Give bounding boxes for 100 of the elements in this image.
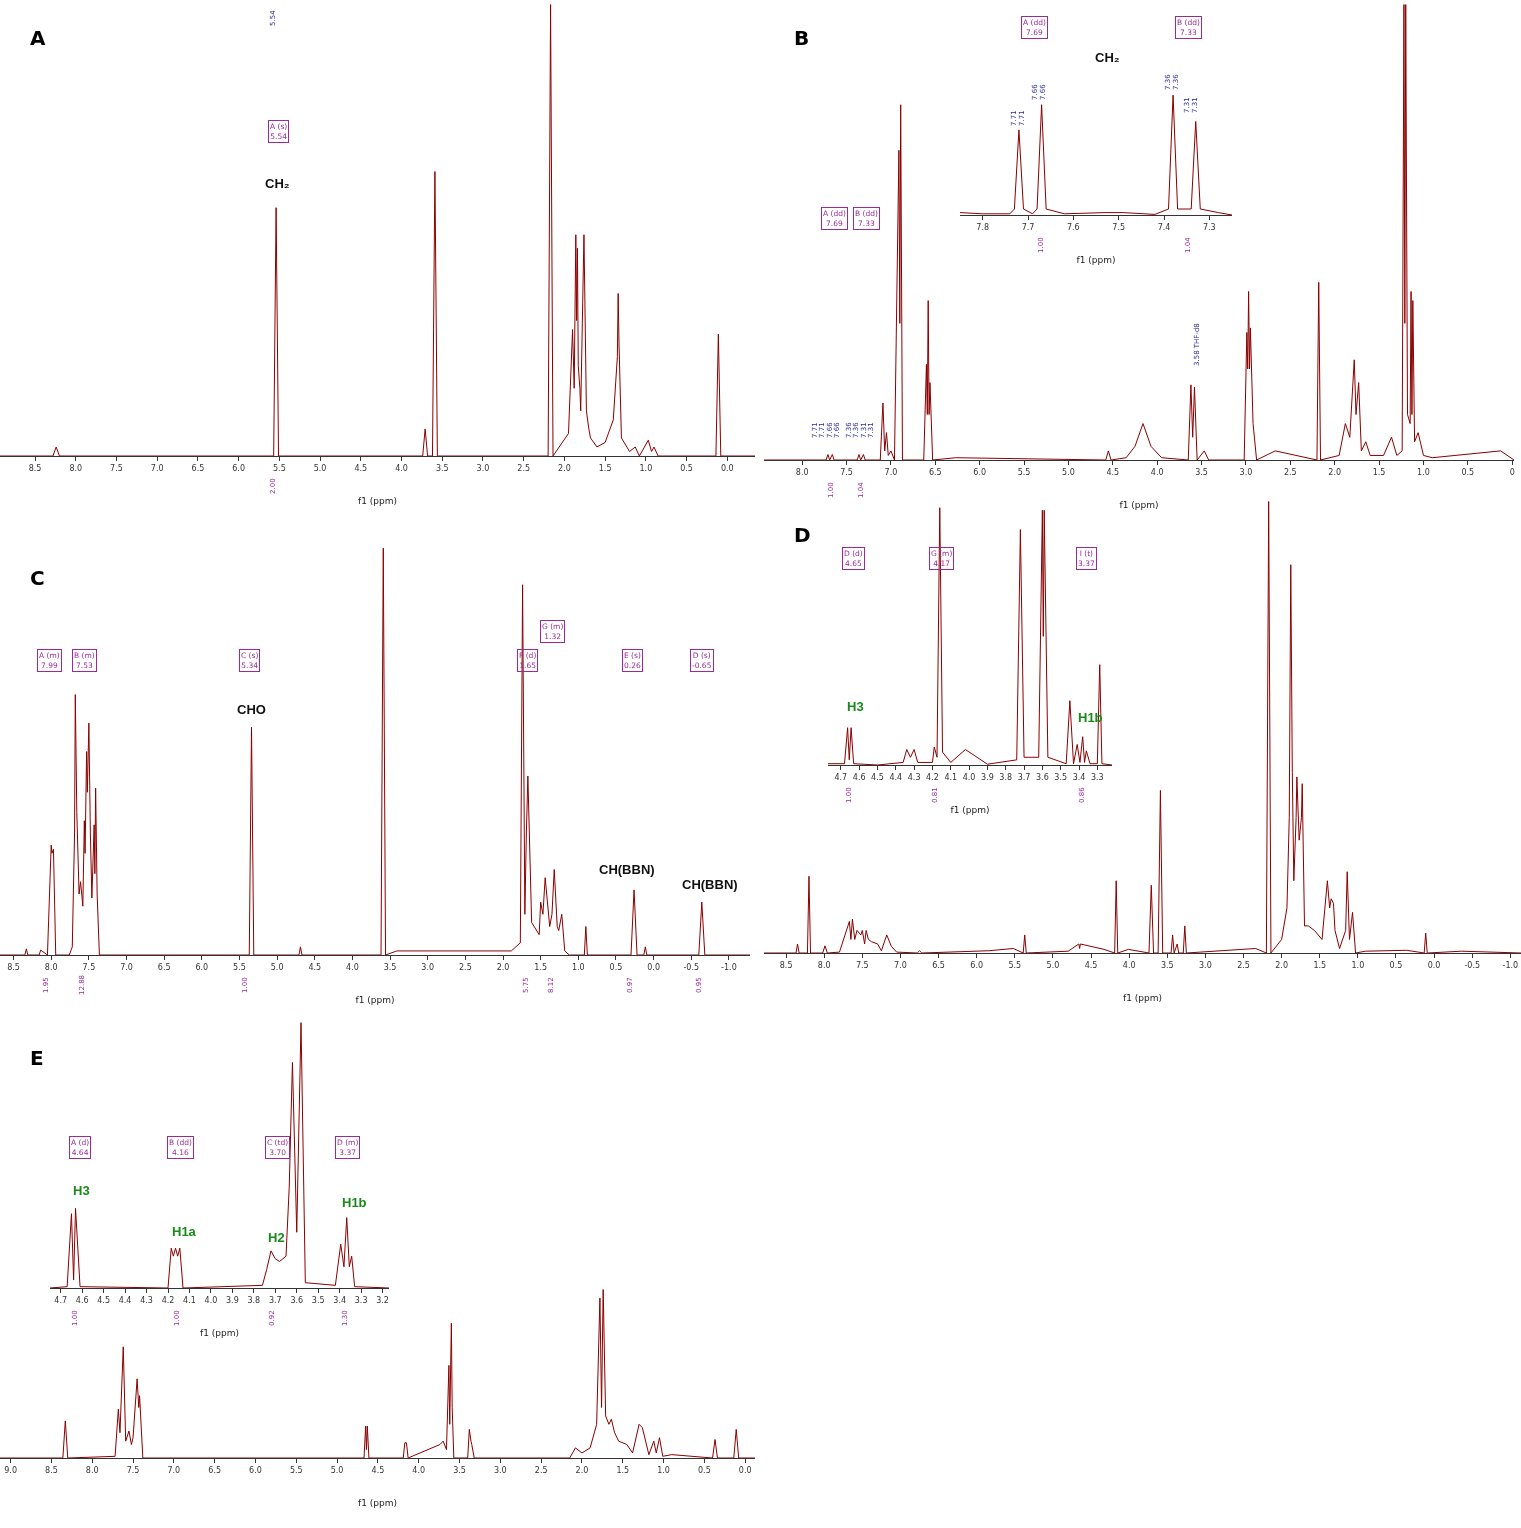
x-axis-title: f1 (ppm): [1123, 993, 1162, 1004]
x-tick-label: 4.0: [412, 1465, 426, 1475]
x-tick-label: 4.5: [1106, 467, 1120, 477]
x-tick-label: 3.7: [268, 1295, 282, 1305]
x-tick-label: 5.5: [289, 1465, 303, 1475]
x-tick-label: 7.3: [1202, 222, 1216, 232]
x-tick-label: 5.5: [233, 962, 246, 972]
x-tick-label: 7.4: [1157, 222, 1171, 232]
x-tick-label: 6.0: [973, 467, 987, 477]
x-tick-label: 5.0: [330, 1465, 344, 1475]
x-tick-label: 6.5: [191, 463, 205, 473]
x-tick-label: 1.0: [639, 463, 653, 473]
annotation: CH(BBN): [682, 877, 738, 892]
x-tick-label: 7.0: [894, 960, 907, 970]
x-tick-label: 3.8: [247, 1295, 261, 1305]
x-tick-label: 5.0: [270, 962, 284, 972]
annotation: H1a: [172, 1224, 197, 1239]
x-tick-label: 9.0: [4, 1465, 17, 1475]
x-tick-label: 5.0: [1062, 467, 1075, 477]
x-tick-label: 6.5: [157, 962, 171, 972]
x-tick-label: 4.0: [204, 1295, 218, 1305]
x-tick-label: 3.6: [1036, 772, 1049, 782]
x-tick-label: 1.5: [1372, 467, 1386, 477]
x-tick-label: 7.5: [110, 463, 123, 473]
x-tick-label: 3.4: [333, 1295, 347, 1305]
x-tick-label: 7.5: [126, 1465, 140, 1475]
text: B: [794, 26, 810, 50]
x-tick-label: 0.0: [1427, 960, 1441, 970]
x-tick-label: 0.5: [609, 962, 623, 972]
x-tick-label: 3.0: [476, 463, 490, 473]
x-tick-label: 3.2: [376, 1295, 389, 1305]
x-axis-title: f1 (ppm): [950, 805, 990, 816]
x-tick-label: 1.0: [1351, 960, 1365, 970]
text: D: [794, 523, 811, 547]
x-tick-label: 4.7: [834, 772, 848, 782]
x-tick-label: 2.5: [517, 463, 531, 473]
x-axis-title: f1 (ppm): [355, 995, 395, 1006]
x-tick-label: 7.5: [82, 962, 96, 972]
annotation: H3: [73, 1183, 90, 1198]
x-tick-label: 3.5: [453, 1465, 466, 1475]
x-tick-label: 7.0: [120, 962, 133, 972]
x-tick-label: 0.5: [1461, 467, 1475, 477]
x-tick-label: 8.5: [7, 962, 20, 972]
x-tick-label: 3.8: [999, 772, 1013, 782]
annotation: CH(BBN): [599, 862, 655, 877]
x-tick-label: -0.5: [683, 962, 700, 972]
x-tick-label: 0.0: [738, 1465, 752, 1475]
x-tick-label: 3.9: [226, 1295, 239, 1305]
x-tick-label: 4.5: [97, 1295, 111, 1305]
x-tick-label: 4.5: [371, 1465, 385, 1475]
x-tick-label: 7.5: [1112, 222, 1126, 232]
x-tick-label: 4.3: [140, 1295, 153, 1305]
x-tick-label: 1.0: [657, 1465, 670, 1475]
x-tick-label: 4.5: [871, 772, 884, 782]
x-tick-label: 7.0: [150, 463, 164, 473]
x-tick-label: 8.0: [85, 1465, 99, 1475]
x-tick-label: 3.5: [1195, 467, 1208, 477]
x-tick-label: 4.4: [118, 1295, 132, 1305]
annotation: H2: [268, 1230, 285, 1245]
x-tick-label: 8.5: [779, 960, 793, 970]
x-tick-label: 6.5: [928, 467, 942, 477]
x-tick-label: 3.5: [383, 962, 397, 972]
x-tick-label: 2.5: [458, 962, 472, 972]
x-tick-label: -0.5: [1464, 960, 1481, 970]
x-tick-label: 4.1: [183, 1295, 196, 1305]
x-tick-label: 1.5: [1313, 960, 1327, 970]
x-tick-label: 1.5: [598, 463, 612, 473]
x-tick-label: 0.0: [720, 463, 734, 473]
x-axis-title: f1 (ppm): [358, 1498, 397, 1509]
x-axis-title: f1 (ppm): [200, 1328, 239, 1339]
x-tick-label: 4.7: [54, 1295, 68, 1305]
annotation: CH₂: [1095, 50, 1120, 65]
x-tick-label: 5.0: [1046, 960, 1060, 970]
x-tick-label: 5.5: [1017, 467, 1031, 477]
x-tick-label: 4.0: [346, 962, 359, 972]
x-tick-label: 3.6: [290, 1295, 304, 1305]
x-tick-label: 4.3: [907, 772, 921, 782]
x-tick-label: 6.0: [249, 1465, 262, 1475]
x-tick-label: 8.0: [817, 960, 831, 970]
text: A: [30, 26, 46, 50]
annotation: CH₂: [265, 176, 290, 191]
x-tick-label: 4.2: [161, 1295, 175, 1305]
x-tick-label: 7.6: [1066, 222, 1080, 232]
x-tick-label: 3.0: [1199, 960, 1212, 970]
x-tick-label: 8.5: [28, 463, 42, 473]
x-tick-label: 6.5: [208, 1465, 222, 1475]
x-tick-label: 7.5: [840, 467, 853, 477]
text: C: [30, 566, 45, 590]
x-tick-label: 1.5: [616, 1465, 630, 1475]
x-tick-label: 0.5: [680, 463, 693, 473]
x-tick-label: 8.5: [45, 1465, 58, 1475]
x-tick-label: 4.2: [926, 772, 939, 782]
x-tick-label: 6.5: [932, 960, 945, 970]
x-tick-label: -1.0: [1502, 960, 1519, 970]
x-tick-label: 7.0: [884, 467, 898, 477]
x-tick-label: 1.0: [1417, 467, 1430, 477]
x-tick-label: 4.1: [944, 772, 958, 782]
x-axis-title: f1 (ppm): [1119, 500, 1159, 511]
x-tick-label: 7.7: [1021, 222, 1035, 232]
x-tick-label: -1.0: [721, 962, 737, 972]
